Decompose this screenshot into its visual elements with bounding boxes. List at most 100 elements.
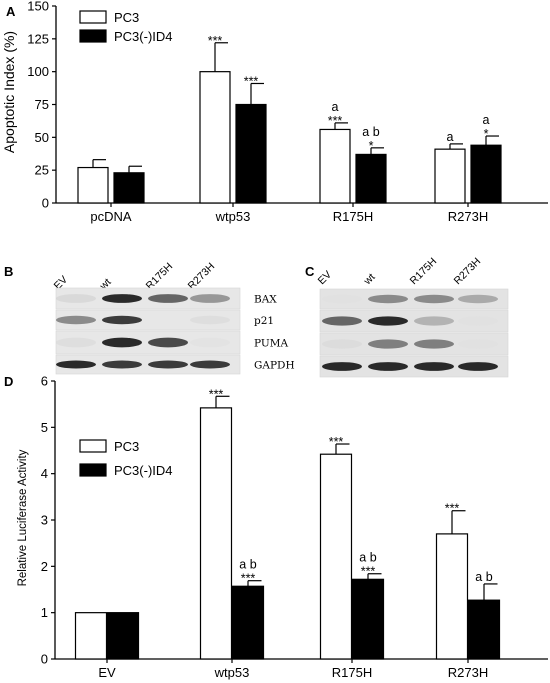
blot-band <box>102 337 142 348</box>
significance-label: * <box>484 127 489 141</box>
significance-label: *** <box>329 435 344 449</box>
bar <box>435 533 469 660</box>
blot-band <box>322 316 362 326</box>
blot-band <box>368 316 408 326</box>
blot-band <box>56 315 96 325</box>
y-tick-label: 2 <box>41 559 48 574</box>
blot-band <box>322 362 362 371</box>
legend-swatch <box>79 439 107 453</box>
legend-label: PC3(-)ID4 <box>114 29 173 44</box>
significance-label: *** <box>208 34 223 48</box>
bar <box>199 71 231 204</box>
bar <box>235 103 267 204</box>
y-tick-label: 0 <box>41 652 48 667</box>
blot-band <box>414 316 454 326</box>
panel-letter-c: C <box>305 264 315 279</box>
x-tick-label: EV <box>98 665 116 680</box>
blot-band <box>458 339 498 349</box>
blot-band <box>148 337 188 348</box>
blot-band <box>56 337 96 348</box>
legend-swatch <box>79 463 107 477</box>
significance-label: a b <box>359 551 376 565</box>
significance-label: a b <box>239 558 256 572</box>
x-tick-label: pcDNA <box>90 209 132 224</box>
blot-band <box>190 294 230 303</box>
significance-label: * <box>369 139 374 153</box>
bar <box>434 148 466 204</box>
bar <box>319 453 353 660</box>
western-blot-c: EV wt R175H R273H <box>316 256 509 378</box>
significance-label: *** <box>445 502 460 516</box>
blot-band <box>148 294 188 303</box>
bar <box>319 128 351 204</box>
protein-label: GAPDH <box>254 360 295 372</box>
blot-band <box>190 337 230 348</box>
lane-label: R175H <box>408 256 440 288</box>
apoptotic-index-chart: Apoptotic Index (%) 0 25 50 75 100 125 150 pcDN… <box>1 0 548 224</box>
blot-band <box>190 315 230 325</box>
significance-label: *** <box>361 565 376 579</box>
bar <box>351 578 385 660</box>
legend-swatch <box>79 10 107 24</box>
luciferase-activity-chart: Relative Luciferase Activity 0 1 2 3 4 5 6 EV wt… <box>17 374 548 680</box>
bar <box>113 172 145 204</box>
y-tick-label: 100 <box>27 64 49 79</box>
y-tick-label: 150 <box>27 0 49 14</box>
bar <box>106 612 140 660</box>
significance-label: *** <box>244 74 259 88</box>
y-tick-label: 6 <box>41 374 48 389</box>
lane-label: wt <box>361 271 378 288</box>
blot-band <box>322 294 362 304</box>
protein-label: p21 <box>254 315 274 327</box>
y-axis-title: Relative Luciferase Activity <box>17 449 29 586</box>
significance-label: a b <box>362 125 379 139</box>
protein-label: PUMA <box>254 338 288 350</box>
blot-band <box>56 360 96 369</box>
blot-band <box>368 339 408 349</box>
lane-label: R175H <box>144 261 176 293</box>
bar <box>74 612 108 660</box>
significance-label: a <box>483 113 490 127</box>
bar <box>470 144 502 204</box>
blot-band <box>148 360 188 369</box>
panel-letter-d: D <box>4 374 13 389</box>
significance-label: *** <box>209 387 224 401</box>
blot-band <box>102 294 142 303</box>
blot-band <box>368 362 408 371</box>
panel-letter-b: B <box>4 264 13 279</box>
y-tick-label: 4 <box>41 466 48 481</box>
bar <box>231 585 265 660</box>
bar <box>467 599 501 660</box>
y-tick-label: 5 <box>41 420 48 435</box>
blot-band <box>414 294 454 304</box>
lane-label: R273H <box>452 256 484 288</box>
x-tick-label: R273H <box>448 209 488 224</box>
significance-label: *** <box>241 572 256 586</box>
blot-band <box>414 362 454 371</box>
y-tick-label: 3 <box>41 513 48 528</box>
significance-label: a <box>332 100 339 114</box>
legend-swatch <box>79 29 107 43</box>
blot-band <box>56 294 96 303</box>
protein-label: BAX <box>254 294 277 306</box>
blot-band <box>458 316 498 326</box>
bar <box>77 166 109 204</box>
significance-label: a <box>447 130 454 144</box>
x-tick-label: wtp53 <box>214 665 250 680</box>
y-tick-label: 0 <box>42 196 49 211</box>
x-tick-label: R273H <box>448 665 488 680</box>
blot-band <box>102 360 142 369</box>
lane-label: R273H <box>186 261 218 293</box>
y-tick-label: 125 <box>27 31 49 46</box>
panel-letter-a: A <box>6 4 16 19</box>
significance-label: a b <box>475 570 492 584</box>
legend-label: PC3 <box>114 439 139 454</box>
blot-band <box>102 315 142 325</box>
blot-band <box>322 339 362 349</box>
x-tick-label: R175H <box>332 665 372 680</box>
y-tick-label: 25 <box>35 163 49 178</box>
lane-label: EV <box>316 269 334 287</box>
y-tick-label: 75 <box>35 97 49 112</box>
y-tick-label: 1 <box>41 605 48 620</box>
